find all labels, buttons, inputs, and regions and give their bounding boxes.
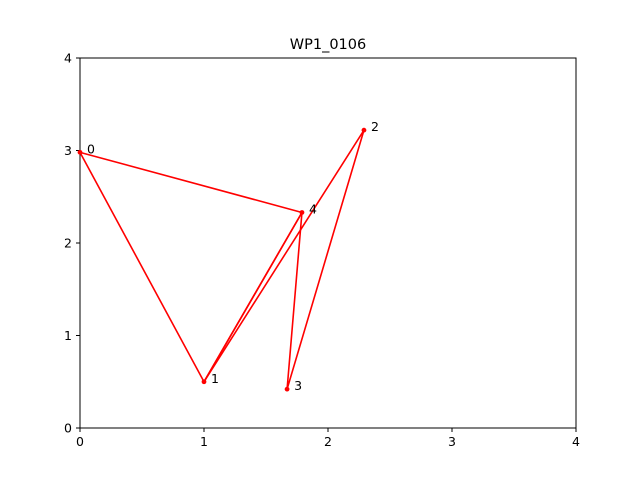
y-tick-label: 2 (64, 236, 72, 251)
route-lines (79, 129, 365, 390)
plot-frame (79, 57, 577, 429)
y-tick-label: 4 (64, 51, 72, 66)
x-tick-label: 3 (448, 434, 456, 449)
x-tick-label: 1 (200, 434, 208, 449)
route-segment (286, 211, 303, 390)
x-axis: 0 1 2 3 4 (76, 428, 580, 449)
waypoint-marker (299, 210, 305, 215)
chart-title: WP1_0106 (290, 37, 366, 53)
waypoints: 0 1 2 3 4 (77, 119, 379, 393)
route-segment (79, 151, 303, 214)
waypoint-marker (201, 379, 207, 385)
waypoint-label: 4 (309, 201, 317, 216)
route-segment (79, 151, 205, 383)
y-tick-label: 3 (64, 143, 72, 158)
waypoint-marker (77, 149, 83, 155)
route-segment (203, 211, 303, 383)
x-tick-label: 2 (324, 434, 332, 449)
y-tick-label: 1 (64, 328, 72, 343)
waypoint-label: 3 (294, 378, 302, 393)
x-tick-label: 4 (572, 434, 580, 449)
waypoint-marker (284, 386, 290, 392)
x-tick-label: 0 (76, 434, 84, 449)
y-axis: 0 1 2 3 4 (64, 51, 80, 436)
y-tick-label: 0 (64, 421, 72, 436)
waypoint-label: 0 (87, 141, 95, 156)
waypoint-label: 1 (211, 371, 219, 386)
route-segment (203, 129, 365, 383)
waypoint-marker (361, 127, 367, 133)
route-segment (286, 129, 365, 390)
waypoint-label: 2 (371, 119, 379, 134)
